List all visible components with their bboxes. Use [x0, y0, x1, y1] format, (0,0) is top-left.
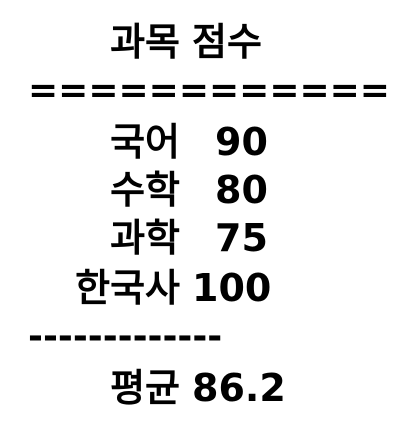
subject-cell: 과학	[110, 216, 180, 260]
subject-header: 과목	[110, 20, 180, 64]
average-row: 평균 86.2	[0, 360, 414, 416]
score-cell: 80	[215, 168, 268, 212]
table-row: 국어 90	[0, 114, 414, 170]
top-separator: ==============	[28, 70, 390, 111]
subject-cell: 한국사	[75, 266, 180, 310]
score-cell: 90	[215, 120, 268, 164]
table-row: 수학 80	[0, 162, 414, 218]
bottom-separator: -------------	[28, 316, 223, 357]
score-cell: 75	[215, 216, 268, 260]
subject-cell: 수학	[110, 168, 180, 212]
table-row: 과학 75	[0, 210, 414, 266]
subject-cell: 국어	[110, 120, 180, 164]
table-row: 한국사 100	[0, 260, 414, 316]
score-header: 점수	[192, 20, 262, 64]
average-label: 평균	[110, 366, 180, 410]
average-value: 86.2	[192, 366, 286, 410]
header-row: 과목 점수	[0, 14, 414, 70]
score-cell: 100	[192, 266, 272, 310]
